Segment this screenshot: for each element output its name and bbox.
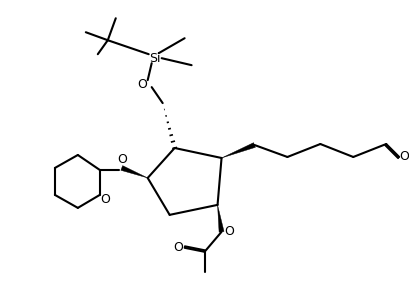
Polygon shape: [121, 166, 148, 178]
Text: O: O: [225, 225, 234, 238]
Polygon shape: [222, 143, 255, 158]
Text: O: O: [174, 241, 184, 254]
Text: O: O: [100, 193, 110, 206]
Text: Si: Si: [149, 52, 160, 65]
Text: O: O: [399, 150, 409, 163]
Polygon shape: [218, 205, 224, 232]
Text: O: O: [137, 78, 147, 91]
Text: O: O: [117, 153, 127, 166]
